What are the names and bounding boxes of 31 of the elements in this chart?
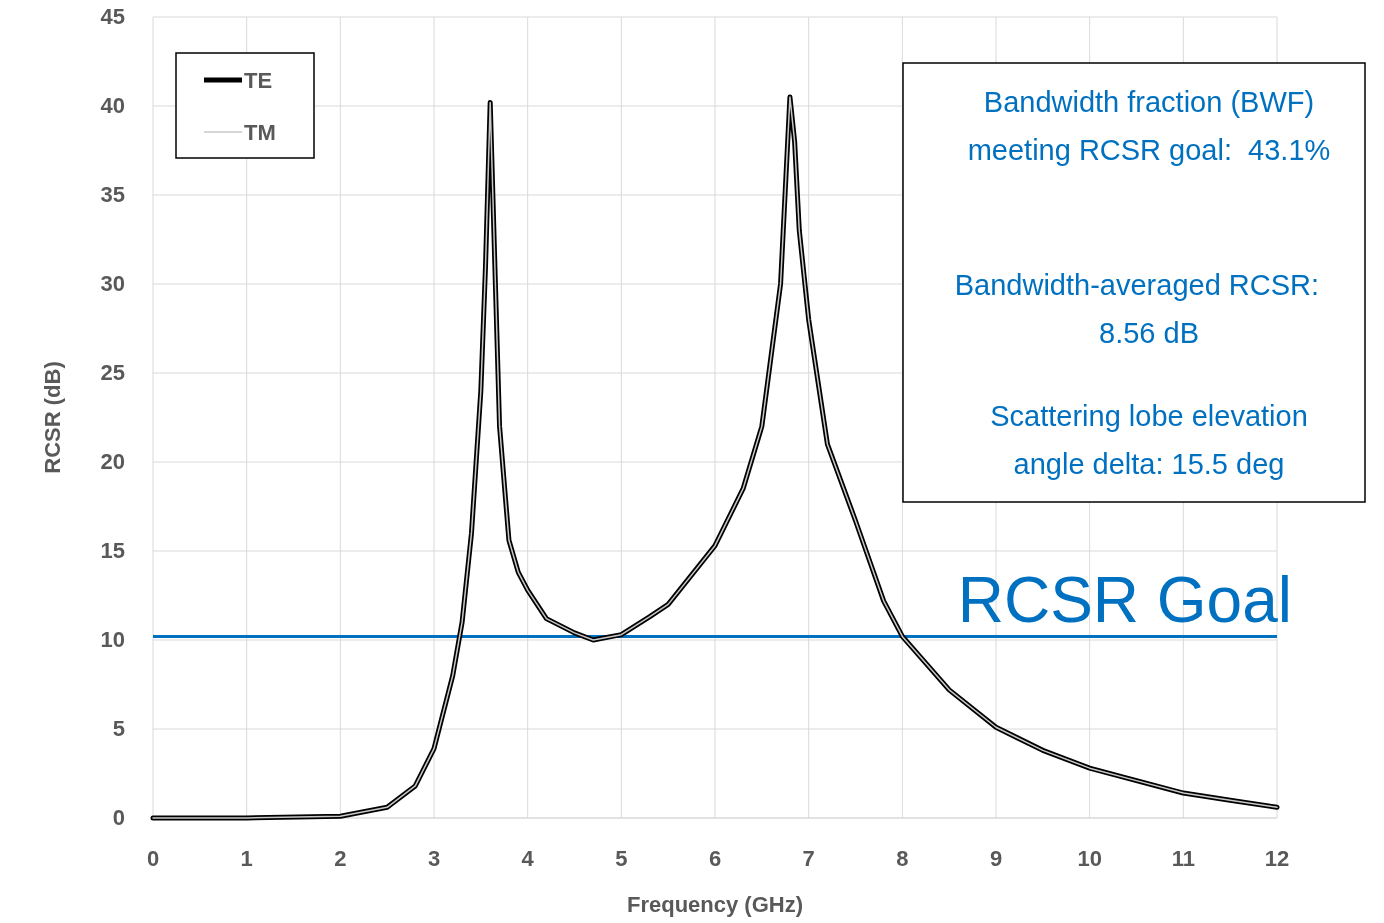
x-tick-label: 3 [427,846,441,871]
y-tick-label: 10 [100,627,125,652]
y-tick-label: 20 [100,449,125,474]
x-tick-label: 10 [1077,846,1102,871]
x-tick-label: 2 [334,846,347,871]
x-tick-label: 12 [1264,846,1290,871]
y-tick-label: 30 [100,271,125,296]
annotation: Bandwidth-averaged RCSR: 8.56 dB [954,269,1344,349]
y-tick-label: 35 [100,182,125,207]
annotation: Scattering lobe elevation angle delta: 15.5 deg [990,400,1308,480]
x-tick-label: 4 [521,846,535,871]
x-tick-label: 9 [989,846,1003,871]
ref-line-label: RCSR Goal [957,564,1292,637]
y-tick-label: 15 [100,538,125,563]
x-tick-label: 11 [1171,846,1195,871]
x-axis-title: Frequency (GHz) [626,892,804,917]
x-tick-label: 0 [146,846,160,871]
x-tick-label: 8 [896,846,909,871]
y-tick-label: 45 [100,4,125,29]
y-axis-title: RCSR (dB) [40,361,65,474]
y-tick-label: 40 [100,93,125,118]
x-tick-label: 5 [615,846,628,871]
y-tick-label: 5 [112,716,125,741]
annotation: Bandwidth fraction (BWF) meeting RCSR goal: 43.1% [967,86,1331,166]
x-tick-label: 1 [240,846,253,871]
x-tick-label: 6 [708,846,722,871]
y-tick-label: 0 [112,805,125,830]
x-tick-label: 7 [802,846,815,871]
legend-label: TE [244,68,273,93]
legend-label: TM [244,120,276,145]
y-tick-label: 25 [100,360,125,385]
